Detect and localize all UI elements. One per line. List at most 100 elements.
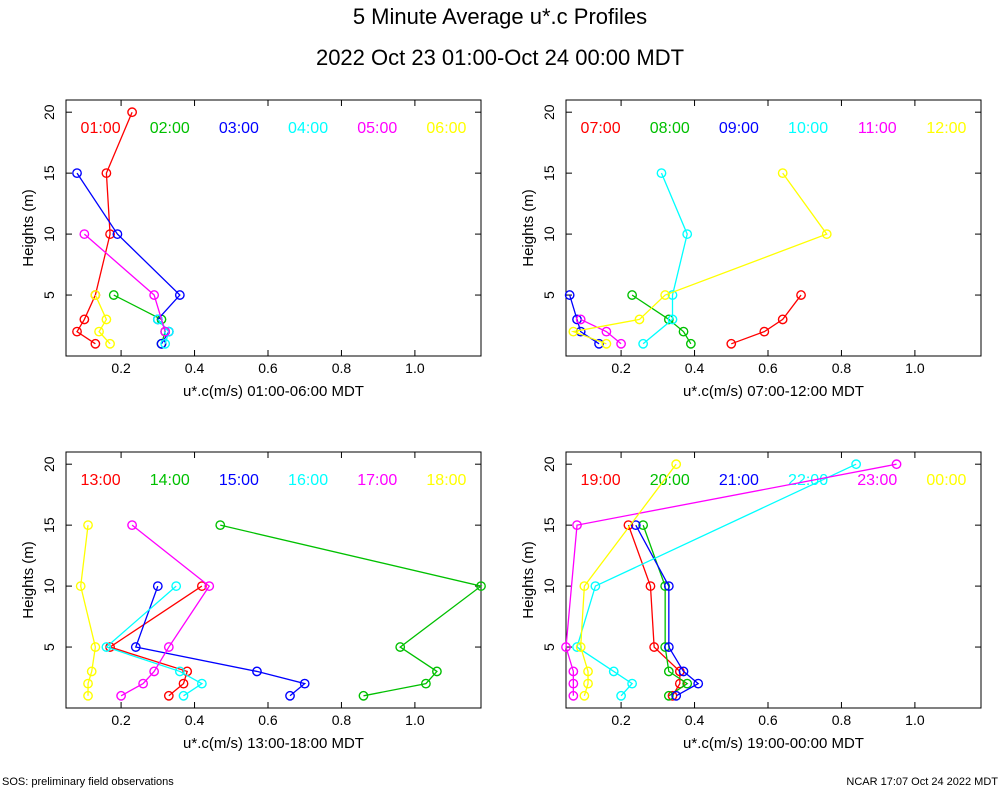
panel4-series-line-00:00: [580, 463, 677, 696]
panel3-ytick-label: 15: [41, 517, 57, 533]
panel4-data-point: [568, 678, 579, 689]
panel4-legend-entry: 23:00: [857, 472, 897, 489]
panel4-data-point: [623, 520, 634, 531]
panel4-data-point: [579, 581, 590, 591]
panel3-data-point: [421, 678, 431, 689]
panel4-ytick-label: 15: [541, 517, 557, 533]
panel4-xtick-label: 0.2: [611, 712, 631, 728]
panel2-data-point: [726, 338, 737, 349]
panel1-ytick-label: 10: [41, 226, 57, 242]
panel4-data-point: [891, 459, 902, 470]
panel2-series-line-08:00: [631, 294, 692, 345]
panel2-data-point: [678, 326, 689, 337]
panel2-series-line-11:00: [580, 318, 622, 345]
panel1-series-line-05:00: [83, 233, 166, 332]
panel3-ytick-label: 5: [41, 643, 57, 651]
panel4-data-point: [630, 520, 641, 531]
panel2-data-point: [777, 168, 788, 179]
panel3-legend-entry: 16:00: [288, 472, 328, 489]
panel1-data-point: [108, 290, 119, 300]
panel3-data-point: [196, 678, 207, 689]
panel2-data-point: [667, 290, 678, 300]
panel2-ytick-label: 5: [541, 291, 557, 299]
panel2-xtick-label: 1.0: [905, 360, 925, 376]
panel3-xtick-label: 0.4: [185, 712, 205, 728]
panel2-data-point: [616, 338, 626, 349]
panel1-xtick-label: 0.8: [332, 360, 352, 376]
panel4-legend-entry: 19:00: [581, 472, 621, 489]
panel3-data-point: [204, 581, 215, 591]
panel2-ytick-label: 10: [541, 226, 557, 242]
panel2-legend-entry: 10:00: [788, 120, 828, 137]
panel4-data-point: [561, 642, 571, 652]
panel3-legend-entry: 14:00: [150, 472, 190, 489]
panel1-series-line-01:00: [76, 111, 133, 345]
panel4-data-point: [583, 666, 593, 677]
panel3-data-point: [432, 666, 442, 677]
panel1-data-point: [112, 229, 123, 239]
panel1-ytick-label: 5: [41, 291, 57, 299]
panel4-data-point: [693, 678, 704, 689]
panel3-series-line-16:00: [105, 585, 204, 697]
panel2-legend-entry: 09:00: [719, 120, 759, 137]
panel4-data-point: [671, 459, 682, 470]
panel1-data-point: [90, 338, 101, 349]
panel1-ylabel: Heights (m): [20, 189, 37, 267]
footer-left-note: SOS: preliminary field observations: [2, 776, 174, 788]
panel3-data-point: [83, 678, 93, 689]
panel2-data-point: [682, 229, 693, 239]
panel1-data-point: [105, 229, 115, 239]
panel3-legend-entry: 18:00: [426, 472, 466, 489]
panel4-data-point: [682, 678, 693, 689]
panel2-series-line-12:00: [570, 172, 828, 345]
panel4-ytick-label: 5: [541, 643, 557, 651]
panel4-data-point: [663, 581, 674, 591]
panel4-data-point: [638, 520, 649, 531]
panel2-frame: [565, 99, 982, 357]
panel3-data-point: [138, 678, 149, 689]
panel1-legend-entry: 05:00: [357, 120, 397, 137]
panel1-data-point: [101, 314, 112, 325]
panel2-data-point: [638, 338, 649, 349]
panel3-data-point: [130, 642, 141, 652]
panel3-data-point: [149, 666, 160, 677]
panel3-data-point: [163, 690, 174, 701]
panel3-legend-entry: 15:00: [219, 472, 259, 489]
panel1-data-point: [160, 326, 171, 337]
panel2-xtick-label: 0.2: [611, 360, 631, 376]
panel3-data-point: [116, 690, 126, 701]
panel4-legend-entry: 00:00: [926, 472, 966, 489]
panel3-data-point: [152, 581, 163, 591]
panel2-data-point: [667, 314, 678, 325]
panel3-legend-entry: 13:00: [81, 472, 121, 489]
panel1-legend-entry: 02:00: [150, 120, 190, 137]
panel1-data-point: [149, 290, 160, 300]
panel1-legend-entry: 06:00: [426, 120, 466, 137]
panel4-data-point: [568, 666, 579, 677]
panel4-data-point: [671, 690, 682, 701]
panel2-data-point: [660, 290, 671, 300]
chart-subtitle: 2022 Oct 23 01:00-Oct 24 00:00 MDT: [315, 45, 685, 70]
panel4-frame: [565, 451, 982, 709]
panel4-ytick-label: 10: [541, 578, 557, 594]
panel2-data-point: [568, 326, 579, 337]
panel4-xtick-label: 0.6: [758, 712, 778, 728]
chart-title: 5 Minute Average u*.c Profiles: [352, 4, 648, 29]
panel4-series-line-22:00: [576, 463, 857, 697]
panel3-data-point: [163, 642, 174, 652]
panel2-ytick-label: 20: [541, 104, 557, 120]
panel1-series-line-06:00: [94, 294, 111, 345]
panel2-xtick-label: 0.8: [832, 360, 852, 376]
panel1-xlabel: u*.c(m/s) 01:00-06:00 MDT: [183, 383, 364, 400]
panel3-frame: [65, 451, 482, 709]
panel3-data-point: [476, 581, 486, 591]
panel1-data-point: [72, 168, 82, 179]
panel1-xtick-label: 0.2: [111, 360, 131, 376]
panel4-data-point: [616, 690, 626, 701]
panel2-data-point: [759, 326, 770, 337]
panel3-xtick-label: 0.8: [332, 712, 352, 728]
panel3-data-point: [83, 690, 93, 701]
panel1-data-point: [174, 290, 185, 300]
panel4-xtick-label: 1.0: [905, 712, 925, 728]
panel4-data-point: [579, 690, 590, 701]
